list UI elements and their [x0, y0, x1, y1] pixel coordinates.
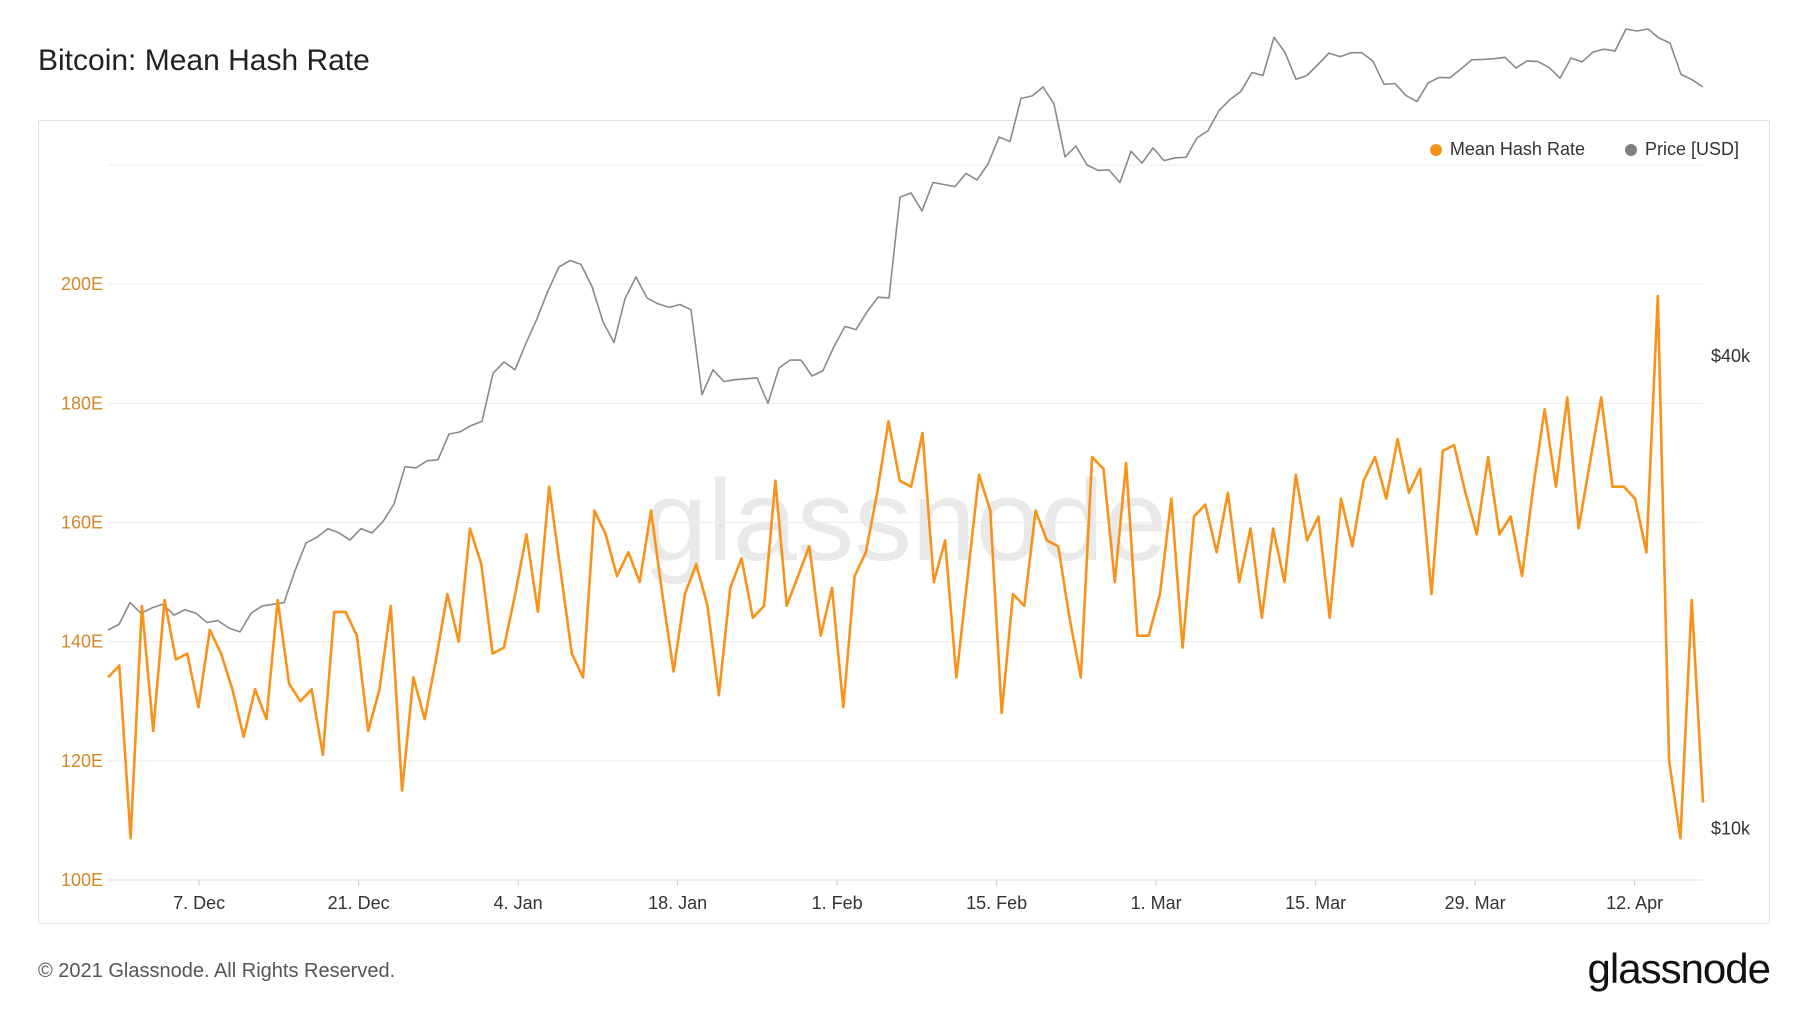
- glassnode-logo: glassnode: [1587, 945, 1771, 992]
- x-tick-label: 12. Apr: [1606, 893, 1663, 913]
- legend-label-hash: Mean Hash Rate: [1449, 139, 1585, 159]
- x-tick-label: 18. Jan: [648, 893, 707, 913]
- x-tick-label: 1. Mar: [1131, 893, 1182, 913]
- legend: Mean Hash Rate Price [USD]: [1429, 139, 1739, 160]
- x-tick-label: 7. Dec: [173, 893, 225, 913]
- x-tick-label: 4. Jan: [494, 893, 543, 913]
- hash-rate-series-line: [107, 294, 1705, 840]
- chart-frame: Mean Hash Rate Price [USD]: [38, 120, 1770, 924]
- y-right-tick-label: $10k: [1711, 819, 1751, 839]
- x-tick-label: 15. Feb: [966, 893, 1027, 913]
- watermark: glassnode: [643, 457, 1167, 585]
- y-left-tick-label: 100E: [61, 870, 103, 890]
- y-left-tick-label: 200E: [61, 274, 103, 294]
- legend-dot-price-icon: [1624, 143, 1637, 156]
- y-right-tick-label: $40k: [1711, 346, 1751, 366]
- copyright-footer: © 2021 Glassnode. All Rights Reserved.: [38, 960, 396, 982]
- x-tick-label: 21. Dec: [328, 893, 390, 913]
- x-tick-label: 29. Mar: [1445, 893, 1506, 913]
- legend-item-price[interactable]: Price [USD]: [1624, 139, 1739, 160]
- legend-item-hash-rate[interactable]: Mean Hash Rate: [1429, 139, 1585, 160]
- y-left-tick-label: 140E: [61, 632, 103, 652]
- legend-label-price: Price [USD]: [1644, 139, 1739, 159]
- legend-dot-hash-icon: [1429, 143, 1442, 156]
- y-left-tick-label: 160E: [61, 513, 103, 533]
- price-series-line: [107, 28, 1704, 633]
- page-title: Bitcoin: Mean Hash Rate: [38, 44, 370, 77]
- y-left-tick-label: 120E: [61, 751, 103, 771]
- x-tick-label: 1. Feb: [812, 893, 863, 913]
- y-left-tick-label: 180E: [61, 393, 103, 413]
- x-tick-label: 15. Mar: [1285, 893, 1346, 913]
